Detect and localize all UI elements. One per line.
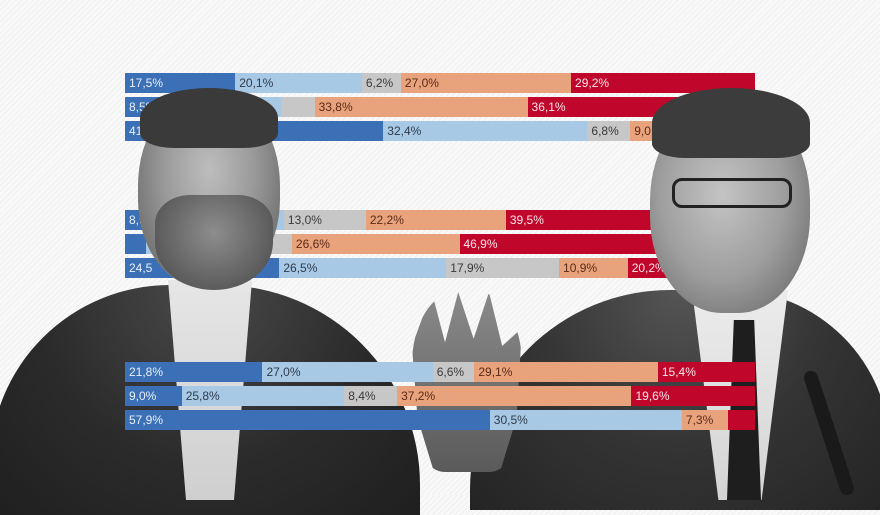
bar-segment-dark-blue: 57,9% (125, 410, 490, 430)
bar-segment-orange: 10,9% (559, 258, 628, 278)
bar-row-3-2: 9,0% 25,8% 8,4% 37,2% 19,6% (125, 386, 755, 406)
bar-segment-light-blue: 32,4% (383, 121, 588, 141)
bar-segment-light-blue: 25,8% (181, 386, 345, 406)
stacked-bar-chart-front: 21,8% 27,0% 6,6% 29,1% 15,4% 9,0% 25,8% 8,4% 37,… (125, 362, 755, 430)
bar-segment-light-blue: 27,0% (262, 362, 433, 382)
bar-segment-orange: 22,2% (365, 210, 506, 230)
infographic: 17,5% 20,1% 6,2% 27,0% 29,2% 8,5% 33,8% 36,1% 41… (0, 73, 880, 515)
bar-row-3-1: 21,8% 27,0% 6,6% 29,1% 15,4% (125, 362, 755, 382)
bar-segment-gray: 6,8% (587, 121, 631, 141)
bar-segment-red: 15,4% (657, 362, 755, 382)
bar-segment-orange: 37,2% (397, 386, 632, 406)
bar-segment-dark-blue: 21,8% (125, 362, 263, 382)
bar-segment-light-blue: 30,5% (489, 410, 682, 430)
bar-segment-red (727, 410, 755, 430)
bar-segment-orange: 7,3% (681, 410, 728, 430)
bar-segment-gray: 8,4% (344, 386, 398, 406)
bar-row-3-3: 57,9% 30,5% 7,3% (125, 410, 755, 430)
bar-segment-orange: 27,0% (400, 73, 572, 93)
bar-segment-red: 19,6% (631, 386, 755, 406)
bar-segment-gray: 6,2% (361, 73, 401, 93)
bar-segment-gray: 17,9% (446, 258, 560, 278)
bar-segment-light-blue: 26,5% (279, 258, 447, 278)
bar-segment-orange: 29,1% (474, 362, 658, 382)
bar-segment-dark-blue: 9,0% (125, 386, 182, 406)
bar-segment-gray: 6,6% (432, 362, 475, 382)
bar-segment-orange: 33,8% (314, 97, 528, 117)
bar-segment-gray (280, 97, 315, 117)
bar-segment-gray: 13,0% (283, 210, 366, 230)
bar-segment-orange: 26,6% (291, 234, 460, 254)
